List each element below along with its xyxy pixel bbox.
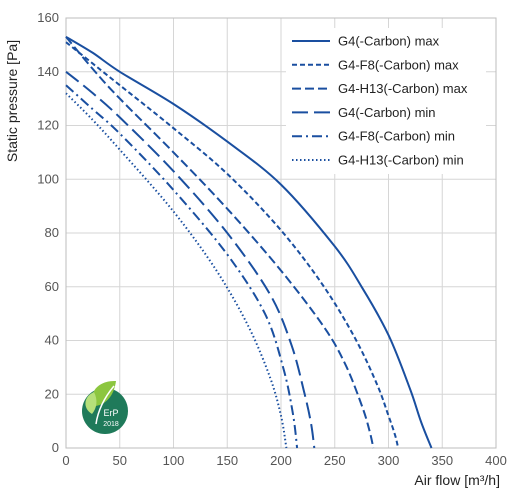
x-tick-label: 300	[378, 453, 400, 468]
tick-labels: 0 50 100 150 200 250 300 350 400 0 20 40 60 80 100 120 1…	[37, 10, 507, 468]
y-tick-label: 120	[37, 118, 59, 133]
erp-leaf-stem	[95, 385, 115, 425]
y-tick-label: 80	[45, 225, 59, 240]
x-tick-label: 100	[163, 453, 185, 468]
y-axis-title: Static pressure [Pa]	[4, 40, 20, 162]
legend-label-6: G4-H13(-Carbon) min	[338, 153, 464, 168]
x-tick-label: 0	[62, 453, 69, 468]
legend-label-5: G4-F8(-Carbon) min	[338, 129, 455, 144]
erp-badge-label: ErP	[103, 408, 118, 418]
legend-label-2: G4-F8(-Carbon) max	[338, 57, 459, 72]
series-line-2	[65, 41, 400, 449]
legend: G4(-Carbon) max G4-F8(-Carbon) max G4-H13(…	[286, 28, 486, 174]
series-line-6	[65, 92, 288, 449]
legend-label-3: G4-H13(-Carbon) max	[338, 81, 468, 96]
erp-leaf-dark-icon	[85, 392, 97, 414]
y-tick-label: 140	[37, 64, 59, 79]
legend-box	[286, 28, 486, 174]
y-tick-label: 100	[37, 171, 59, 186]
series-line-4	[65, 71, 316, 449]
series-line-5	[65, 84, 299, 449]
legend-label-4: G4(-Carbon) min	[338, 105, 436, 120]
legend-label-1: G4(-Carbon) max	[338, 34, 440, 49]
x-axis-title: Air flow [m³/h]	[414, 472, 500, 488]
x-tick-label: 200	[270, 453, 292, 468]
y-tick-label: 60	[45, 279, 59, 294]
erp-badge-year: 2018	[103, 421, 119, 428]
series-line-1	[65, 35, 433, 449]
y-tick-label: 40	[45, 333, 59, 348]
series-lines	[65, 35, 433, 449]
series-line-3	[65, 36, 375, 449]
y-tick-label: 160	[37, 10, 59, 25]
x-tick-label: 400	[485, 453, 507, 468]
plot-frame	[65, 17, 497, 449]
y-tick-label: 0	[52, 440, 59, 455]
x-tick-label: 50	[113, 453, 127, 468]
x-tick-label: 150	[216, 453, 238, 468]
x-tick-label: 350	[431, 453, 453, 468]
erp-badge: ErP 2018	[82, 380, 128, 434]
erp-leaf-light-icon	[92, 380, 116, 406]
x-tick-label: 250	[324, 453, 346, 468]
y-tick-label: 20	[45, 386, 59, 401]
